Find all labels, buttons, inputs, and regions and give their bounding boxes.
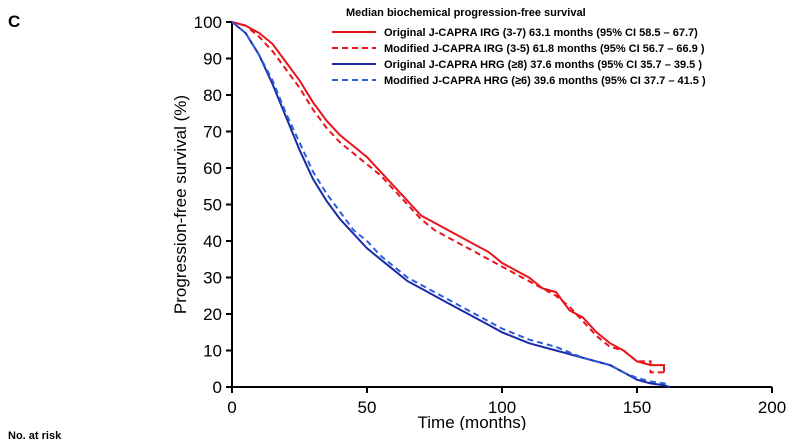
x-axis-label: Time (months) bbox=[418, 413, 527, 430]
y-tick-label: 10 bbox=[203, 342, 222, 361]
legend-entry: Original J-CAPRA IRG (3-7) 63.1 months (… bbox=[384, 27, 698, 39]
x-tick-label: 50 bbox=[358, 398, 377, 417]
x-tick-label: 150 bbox=[623, 398, 651, 417]
legend-title: Median biochemical progression-free surv… bbox=[346, 7, 586, 19]
y-tick-label: 80 bbox=[203, 86, 222, 105]
y-tick-label: 70 bbox=[203, 123, 222, 142]
risk-table-label: No. at risk bbox=[8, 430, 62, 442]
y-tick-label: 50 bbox=[203, 196, 222, 215]
y-axis-label: Progression-free survival (%) bbox=[171, 95, 190, 314]
legend-entry: Modified J-CAPRA IRG (3-5) 61.8 months (… bbox=[384, 43, 705, 55]
chart-axes: 0 10 20 30 40 50 60 70 80 90 100 0 50 100 150 200 Time (… bbox=[171, 13, 786, 430]
y-tick-label: 0 bbox=[213, 378, 222, 397]
series-line-1 bbox=[231, 21, 665, 373]
series-line-4 bbox=[231, 21, 670, 387]
y-tick-label: 40 bbox=[203, 232, 222, 251]
x-tick-label: 100 bbox=[488, 398, 516, 417]
series-line-3 bbox=[231, 21, 670, 388]
x-tick-label: 200 bbox=[758, 398, 786, 417]
chart-series-lines bbox=[231, 21, 670, 388]
legend-entry: Modified J-CAPRA HRG (≥6) 39.6 months (9… bbox=[384, 75, 706, 87]
legend-entry: Original J-CAPRA HRG (≥8) 37.6 months (9… bbox=[384, 59, 702, 71]
panel-label: C bbox=[8, 12, 21, 31]
chart-legend: Median biochemical progression-free surv… bbox=[332, 7, 706, 87]
y-tick-label: 90 bbox=[203, 50, 222, 69]
x-tick-label: 0 bbox=[227, 398, 236, 417]
y-tick-label: 30 bbox=[203, 269, 222, 288]
y-tick-label: 60 bbox=[203, 159, 222, 178]
survival-chart: 0 10 20 30 40 50 60 70 80 90 100 0 50 100 150 200 Time (… bbox=[171, 7, 786, 430]
y-tick-label: 20 bbox=[203, 305, 222, 324]
y-tick-label: 100 bbox=[194, 13, 222, 32]
